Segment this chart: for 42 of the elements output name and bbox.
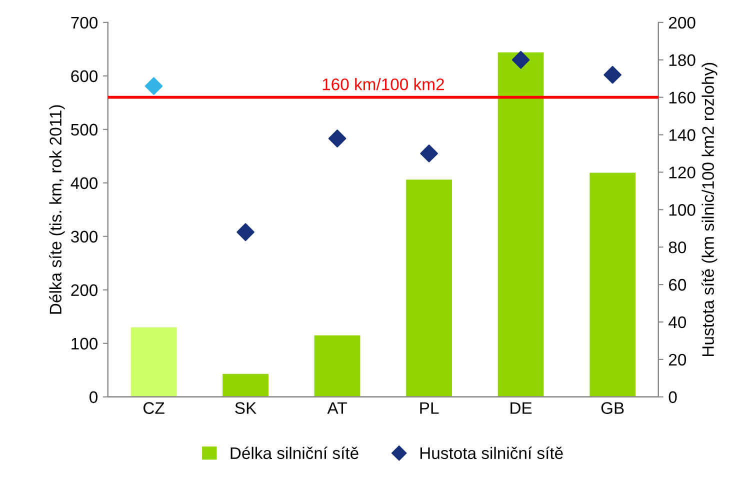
y2-tick-label: 20: [669, 354, 686, 366]
x-tick-label: CZ: [144, 402, 164, 414]
y-tick-label: 400: [70, 177, 98, 190]
point: [512, 50, 530, 69]
point: [144, 77, 163, 95]
y2-tick-label: 0: [668, 391, 677, 404]
y2-tick-label: 80: [668, 241, 686, 254]
bar: [130, 327, 177, 397]
y2-tick-label: 40: [668, 316, 686, 328]
point: [328, 130, 346, 148]
bar: [590, 172, 636, 397]
y-tick-label: 500: [71, 124, 98, 136]
bar: [314, 335, 360, 397]
y2-tick-label: 160: [669, 92, 696, 104]
bar: [498, 52, 544, 397]
x-tick-label: PL: [420, 402, 439, 414]
y-axis-title: Délka síte (tis. km, rok 2011): [49, 105, 65, 314]
bar: [222, 374, 268, 397]
legend-label: Délka silniční sítě: [230, 446, 358, 460]
legend-label: Hustota silniční sítě: [420, 446, 563, 460]
y2-tick-label: 120: [669, 166, 696, 178]
x-tick-label: AT: [327, 402, 347, 414]
bar: [406, 180, 452, 397]
y2-tick-label: 140: [669, 129, 696, 141]
y-tick-label: 200: [71, 284, 98, 296]
point: [604, 66, 622, 84]
ref-line-label: 160 km/100 km2: [322, 78, 444, 90]
x-tick-label: SK: [235, 402, 256, 414]
y2-tick-label: 200: [669, 16, 696, 29]
y-tick-label: 700: [71, 16, 98, 29]
y2-tick-label: 60: [669, 278, 686, 291]
x-tick-label: GB: [601, 402, 624, 414]
y-tick-label: 100: [72, 338, 98, 350]
y2-tick-label: 180: [669, 54, 696, 66]
y-tick-label: 300: [70, 230, 98, 243]
y-tick-label: 0: [90, 391, 98, 404]
y2-tick-label: 100: [669, 204, 696, 216]
x-tick-label: DE: [510, 402, 532, 414]
point: [236, 223, 254, 242]
y-tick-label: 600: [71, 70, 98, 82]
point: [420, 144, 438, 162]
y2-axis-title: Hustota sítě (km silnic/100 km2 rozlohy): [702, 62, 718, 356]
